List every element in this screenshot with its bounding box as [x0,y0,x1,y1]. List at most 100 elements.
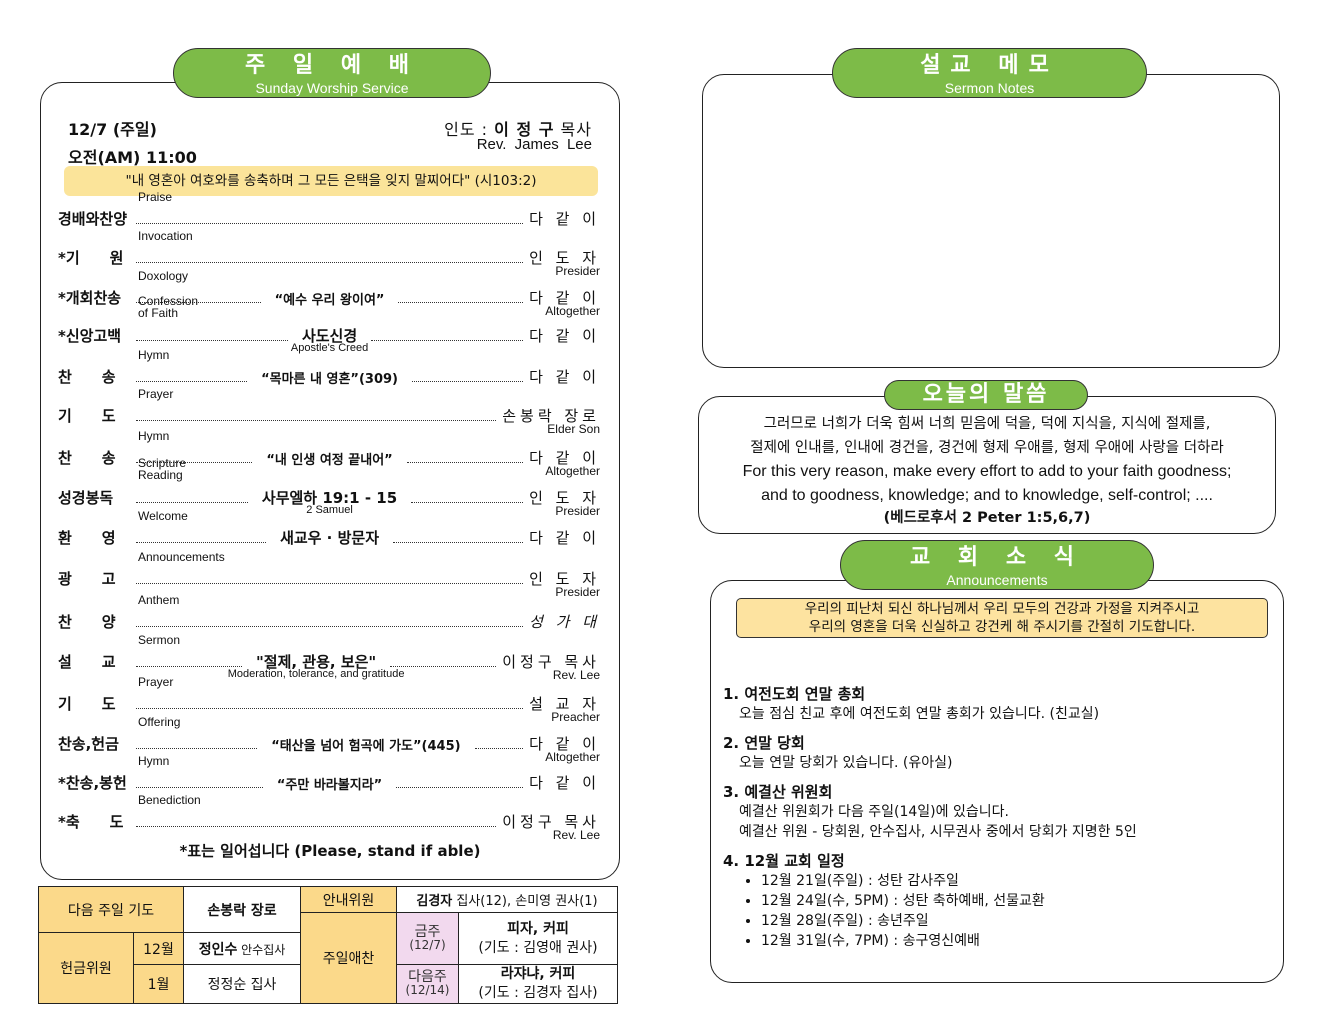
order-title: “태산을 넘어 험곡에 가도”(445) [257,735,474,754]
order-item: *기 원 Invocation 인 도 자 Presider [58,230,600,278]
order-label: 설 교 [58,653,116,671]
sermon-notes-area[interactable] [702,74,1280,368]
order-person: 이정구 목사 Rev. Lee [496,651,600,682]
order-label-en: Hymn [138,429,170,443]
announcements-panel: 1. 여전도회 연말 총회 오늘 점심 친교 후에 여전도회 연말 총회가 있습니… [710,580,1284,983]
person-name: 인 도 자 [529,489,600,507]
order-label: 기 도 [58,407,116,425]
prayer-line: 우리의 영혼을 더욱 신실하고 강건케 해 주시기를 간절히 기도합니다. [808,619,1196,635]
dotted-leader [136,708,524,709]
lunch-label: 주일애찬 [300,912,397,1004]
order-title: "절제, 관용, 보은" Moderation, tolerance, and g… [228,651,405,680]
dotted-leader [371,340,524,341]
person-en: Altogether [545,304,600,318]
dotted-leader [136,748,258,749]
order-title-en: 2 Samuel [306,504,353,516]
usher-detail: 집사(12), [452,894,516,909]
order-item: *개회찬송 Doxology “예수 우리 왕이여” 다 같 이 Altogether [58,270,600,318]
schedule-item: 12월 21일(주일) : 성탄 감사주일 [761,871,1283,891]
usher-names: 김경자 집사(12), 손미영 권사(1) [396,886,618,913]
order-label-en: Prayer [138,675,174,689]
news-item-title: 3. 예결산 위원회 [723,783,833,801]
dotted-leader [393,542,524,543]
news-item: 3. 예결산 위원회 예결산 위원회가 다음 주일(14일)에 있습니다. 예결산 … [723,781,1283,842]
person-en: Presider [555,264,600,278]
order-label-en: Hymn [138,754,170,768]
order-title: “예수 우리 왕이여” [261,289,399,308]
usher-name: 김경자 [416,894,453,909]
order-title: 사도신경 Apostle's Creed [288,325,371,354]
next-prayer-label: 다음 주일 기도 [38,886,184,933]
order-label-en: Benediction [138,793,201,807]
order-label-en: Offering [138,715,181,729]
dotted-leader [136,223,524,224]
leader-title: 목사 [554,120,592,139]
person-name: 인 도 자 [529,249,600,267]
order-title-text: 사도신경 [301,327,358,345]
news-subtitle: Announcements [946,572,1048,588]
verse-line: and to goodness, knowledge; and to knowl… [761,486,1213,504]
menu-prayer: (기도 : 김영애 권사) [478,939,598,956]
order-label: *찬송,봉헌 [58,774,127,792]
order-label-en: Confession of Faith [138,294,199,320]
news-item-text: 예결산 위원 - 당회원, 안수집사, 시무권사 중에서 당회가 지명한 5인 [739,824,1137,840]
person-en: Preacher [551,710,600,724]
person-name: 다 같 이 [529,289,600,307]
dotted-leader [136,666,242,667]
order-title-text: 새교우 · 방문자 [280,529,380,547]
person-en: Rev. Lee [552,828,600,842]
person-name: 다 같 이 [529,529,601,547]
notes-title: 설교 메모 [920,53,1059,78]
person-name: 이정구 목사 [502,813,600,831]
dec-name: 정인수 안수집사 [183,932,301,965]
order-title-en: Apostle's Creed [290,342,369,354]
dotted-leader [412,381,524,382]
next-week-menu: 라쟈냐, 커피 (기도 : 김경자 집사) [458,964,618,1004]
theme-verse: "내 영혼아 여호와를 송축하며 그 모든 은택을 잊지 말찌어다" (시103… [64,166,598,196]
order-label-en: Sermon [138,633,181,647]
title: 안수집사 [237,942,286,957]
worship-title: 주 일 예 배 [245,53,419,78]
order-label: 찬 양 [58,613,116,631]
leader: 인도 : 이 정 구 목사 [444,116,592,140]
order-title: 새교우 · 방문자 [266,527,393,548]
order-label: 찬 송 [58,368,116,386]
person-en: Altogether [545,750,600,764]
order-label-en: Scripture Reading [138,456,187,482]
order-title-text: “목마른 내 영혼”(309) [261,372,398,387]
order-label-en: Announcements [138,550,225,564]
order-title-text: 사무엘하 19:1 - 15 [261,489,398,507]
schedule-item: 12월 28일(주일) : 송년주일 [761,911,1283,931]
order-person: 다 같 이 [523,208,600,229]
dotted-leader [136,462,253,463]
dotted-leader [406,462,524,463]
person-en: Elder Son [547,422,600,436]
order-item: *신앙고백 Confession of Faith 사도신경 Apostle's Cr… [58,295,601,354]
order-person: 인 도 자 Presider [523,487,600,518]
offering-label: 헌금위원 [38,932,134,1004]
order-title-text: "절제, 관용, 보은" [255,653,377,671]
person-name: 다 같 이 [529,327,601,345]
prayer-line: 우리의 피난처 되신 하나님께서 우리 모두의 건강과 가정을 지켜주시고 [804,601,1200,617]
worship-panel [40,82,620,880]
schedule-title: 4. 12월 교회 일정 [723,852,845,870]
jan-label: 1월 [133,964,184,1004]
order-title-text: “내 인생 여정 끝내어” [266,453,393,468]
order-item: 찬 양 Anthem 성 가 대 [58,594,600,632]
menu: 라쟈냐, 커피 [500,966,576,982]
order-label-en: Anthem [138,593,180,607]
order-title: 사무엘하 19:1 - 15 2 Samuel [248,487,411,516]
verse-reference: (베드로후서 2 Peter 1:5,6,7) [883,510,1091,526]
order-label-en: Invocation [138,229,193,243]
news-title: 교 회 소 식 [910,545,1084,570]
verse-line: 절제에 인내를, 인내에 경건을, 경건에 형제 우애를, 형제 우애에 사랑을… [750,439,1224,456]
person-name: 설 교 자 [529,695,600,713]
order-person: 손봉락 장로 Elder Son [496,405,600,436]
service-time: 오전(AM) 11:00 [68,148,197,167]
order-title-text: “태산을 넘어 험곡에 가도”(445) [271,739,461,754]
dotted-leader [398,302,524,303]
order-person: 다 같 이 Altogether [523,287,600,318]
word-title: 오늘의 말씀 [922,382,1050,407]
dotted-leader [136,262,524,263]
order-item: 찬 송 Hymn “목마른 내 영혼”(309) 다 같 이 [58,349,600,387]
